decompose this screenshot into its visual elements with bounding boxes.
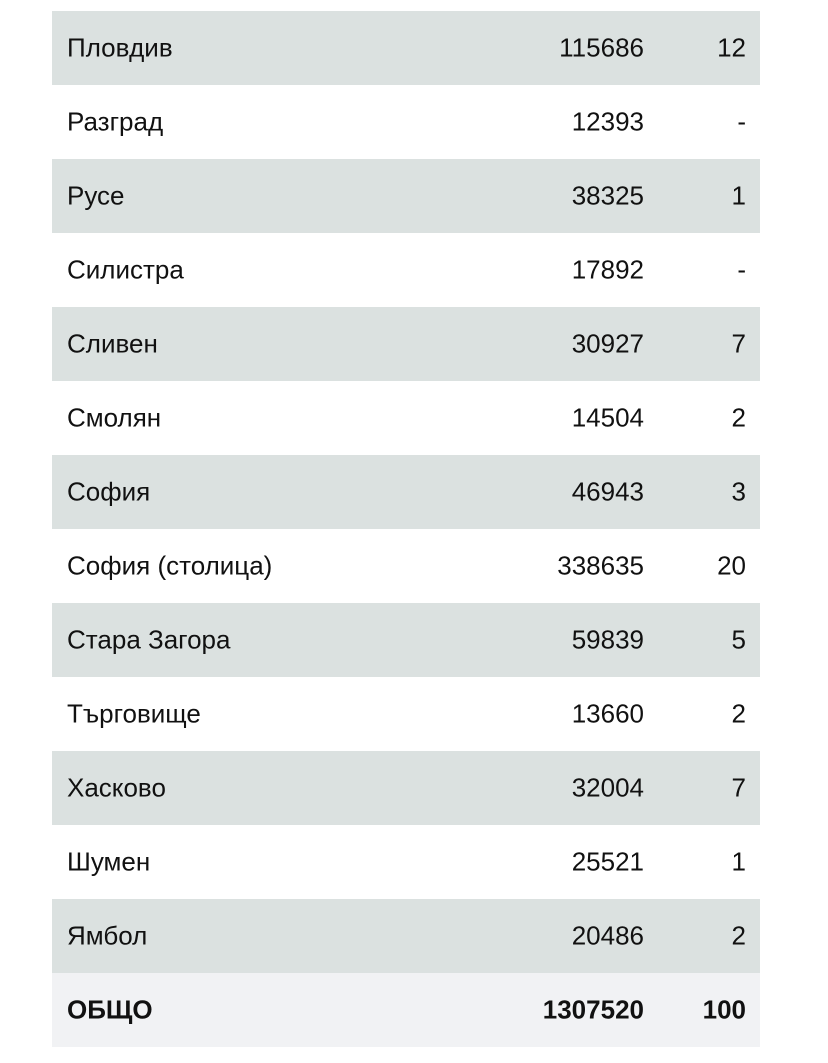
count-cell: 2 xyxy=(731,698,746,729)
table-row: Разград 12393 - xyxy=(52,85,760,159)
value-cell: 17892 xyxy=(571,254,644,285)
value-cell: 25521 xyxy=(571,846,644,877)
table-row: Ямбол 20486 2 xyxy=(52,899,760,973)
value-cell: 20486 xyxy=(571,920,644,951)
value-cell: 14504 xyxy=(571,402,644,433)
count-cell: 7 xyxy=(731,328,746,359)
value-cell: 59839 xyxy=(571,624,644,655)
total-row: ОБЩО 1307520 100 xyxy=(52,973,760,1047)
region-name: Смолян xyxy=(67,402,162,433)
region-name: Търговище xyxy=(67,698,201,729)
value-cell: 46943 xyxy=(571,476,644,507)
count-cell: 12 xyxy=(717,32,746,63)
value-cell: 115686 xyxy=(559,32,644,63)
table-row: Стара Загора 59839 5 xyxy=(52,603,760,677)
region-name: Стара Загора xyxy=(67,624,231,655)
region-name: Пловдив xyxy=(67,32,173,63)
count-cell: 100 xyxy=(702,994,746,1025)
value-cell: 13660 xyxy=(571,698,644,729)
table-row: Хасково 32004 7 xyxy=(52,751,760,825)
region-name: Шумен xyxy=(67,846,151,877)
count-cell: 7 xyxy=(731,772,746,803)
count-cell: 5 xyxy=(731,624,746,655)
table-row: Пловдив 115686 12 xyxy=(52,11,760,85)
table-row: София 46943 3 xyxy=(52,455,760,529)
count-cell: - xyxy=(737,106,746,137)
results-table: Пловдив 115686 12 Разград 12393- Русе 38325 1 Си… xyxy=(52,11,760,1047)
table-row: Шумен 25521 1 xyxy=(52,825,760,899)
count-cell: 3 xyxy=(731,476,746,507)
count-cell: 1 xyxy=(731,846,746,877)
table-row: Сливен 30927 7 xyxy=(52,307,760,381)
region-name: Хасково xyxy=(67,772,166,803)
value-cell: 32004 xyxy=(571,772,644,803)
table-row: Силистра 17892 - xyxy=(52,233,760,307)
region-name: Русе xyxy=(67,180,125,211)
value-cell: 30927 xyxy=(571,328,644,359)
region-name: Силистра xyxy=(67,254,184,285)
table-row: София (столица) 338635 20 xyxy=(52,529,760,603)
count-cell: 2 xyxy=(731,402,746,433)
count-cell: 20 xyxy=(717,550,746,581)
region-name: София (столица) xyxy=(67,550,273,581)
value-cell: 12393 xyxy=(571,106,644,137)
region-name: Разград xyxy=(67,106,164,137)
region-name: Ямбол xyxy=(67,920,148,951)
value-cell: 38325 xyxy=(571,180,644,211)
table-row: Търговище 13660 2 xyxy=(52,677,760,751)
region-name: ОБЩО xyxy=(67,994,153,1025)
table-row: Смолян 14504 2 xyxy=(52,381,760,455)
count-cell: 1 xyxy=(731,180,746,211)
table-row: Русе 38325 1 xyxy=(52,159,760,233)
region-name: Сливен xyxy=(67,328,158,359)
value-cell: 1307520 xyxy=(542,994,644,1025)
count-cell: - xyxy=(737,254,746,285)
count-cell: 2 xyxy=(731,920,746,951)
region-name: София xyxy=(67,476,151,507)
value-cell: 338635 xyxy=(557,550,644,581)
